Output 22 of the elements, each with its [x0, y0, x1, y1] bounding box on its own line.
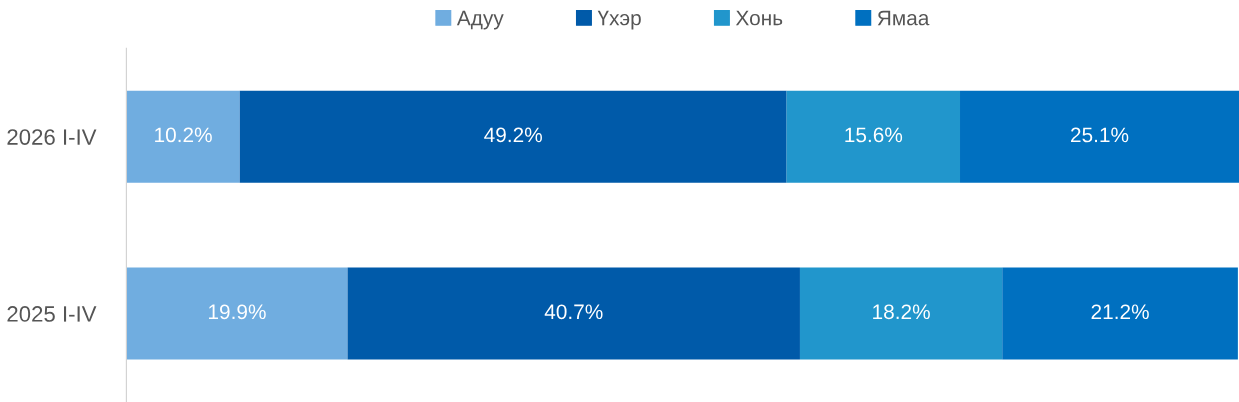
- legend-label: Ямаа: [877, 10, 930, 26]
- bar: [126, 90, 240, 183]
- y-tick-label: 2025 I-IV: [7, 306, 97, 322]
- bar: [347, 267, 800, 360]
- data-label: 18.2%: [873, 304, 930, 320]
- data-label: 10.2%: [155, 127, 212, 143]
- bar: [799, 267, 1003, 360]
- data-label: 15.6%: [845, 127, 903, 143]
- legend-label: Адуу: [456, 10, 504, 30]
- bar: [960, 90, 1239, 183]
- legend-label: Үхэр: [597, 10, 641, 30]
- bar: [1002, 267, 1238, 360]
- bar: [239, 90, 787, 183]
- bar: [786, 90, 961, 183]
- data-label: 19.9%: [209, 304, 266, 320]
- bar: [126, 267, 348, 360]
- data-label: 40.7%: [544, 304, 603, 320]
- data-label: 49.2%: [484, 127, 542, 143]
- data-label: 25.1%: [1071, 127, 1129, 143]
- y-tick-label: 2026 I-IV: [7, 129, 97, 145]
- legend-label: Хонь: [735, 10, 783, 26]
- data-label: 21.2%: [1091, 304, 1149, 320]
